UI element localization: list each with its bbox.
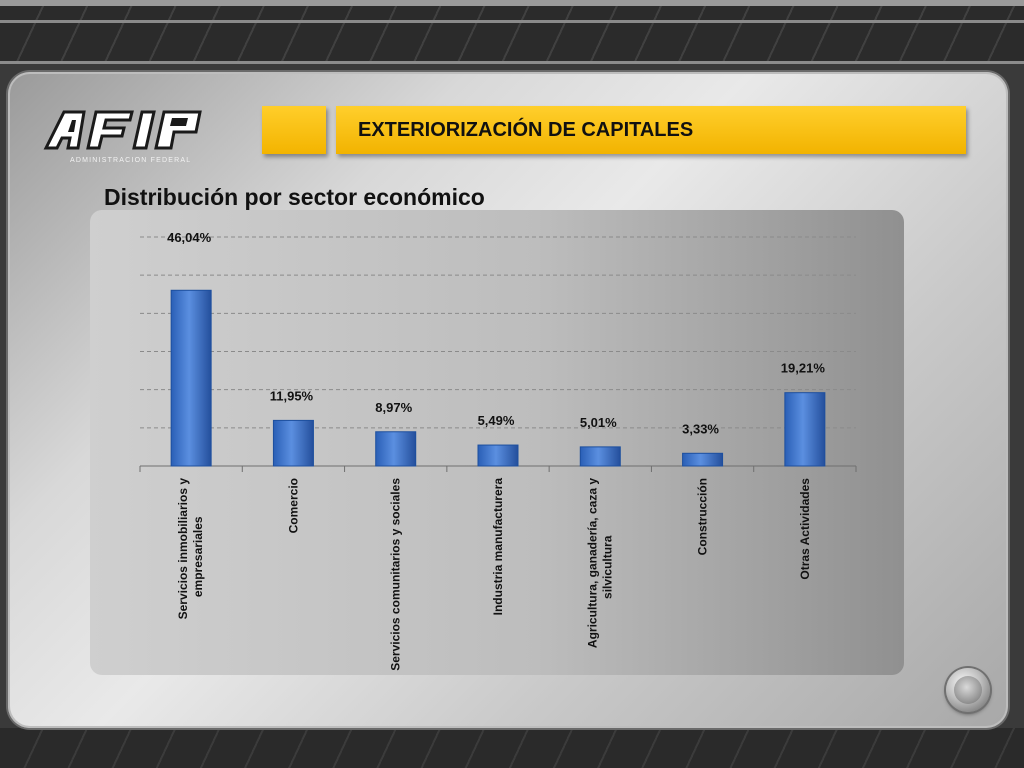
chart-card: 46,04% 11,95% 8,97% 5,49% 5,01% 3,33% 19,21% S… [90, 210, 904, 675]
title-accent-box [262, 106, 326, 154]
page-title: EXTERIORIZACIÓN DE CAPITALES [358, 119, 694, 141]
data-label: 46,04% [167, 230, 212, 245]
data-label: 11,95% [270, 388, 314, 403]
bar [682, 452, 724, 467]
category-label: Industria manufacturera [491, 478, 505, 616]
nav-knob-button[interactable] [946, 668, 990, 712]
data-label: 5,01% [580, 415, 617, 430]
category-label: Agricultura, ganadería, caza ysilvicultu… [585, 478, 614, 648]
category-label: Otras Actividades [798, 478, 812, 580]
bar [579, 446, 621, 467]
data-label: 5,49% [478, 413, 515, 428]
bar-chart: 46,04% 11,95% 8,97% 5,49% 5,01% 3,33% 19,21% S… [139, 230, 857, 671]
data-label: 3,33% [682, 421, 719, 436]
bar [272, 419, 314, 467]
title-bar: EXTERIORIZACIÓN DE CAPITALES [336, 106, 966, 154]
bar [375, 431, 417, 467]
category-label: Construcción [696, 478, 710, 555]
header-stripes [0, 0, 1024, 64]
bar [784, 392, 826, 467]
category-label: Servicios inmobiliarios yempresariales [176, 478, 205, 620]
category-label: Servicios comunitarios y sociales [389, 478, 403, 671]
data-label: 19,21% [781, 361, 826, 376]
bar [477, 444, 519, 467]
category-label: Comercio [286, 478, 300, 533]
data-label: 8,97% [375, 400, 412, 415]
logo-subtext: ADMINISTRACION FEDERAL [70, 157, 191, 164]
afip-logo: ADMINISTRACION FEDERAL [43, 110, 202, 164]
bar [170, 289, 212, 467]
footer-stripes [0, 728, 1024, 768]
slide-subtitle: Distribución por sector económico [104, 184, 485, 210]
